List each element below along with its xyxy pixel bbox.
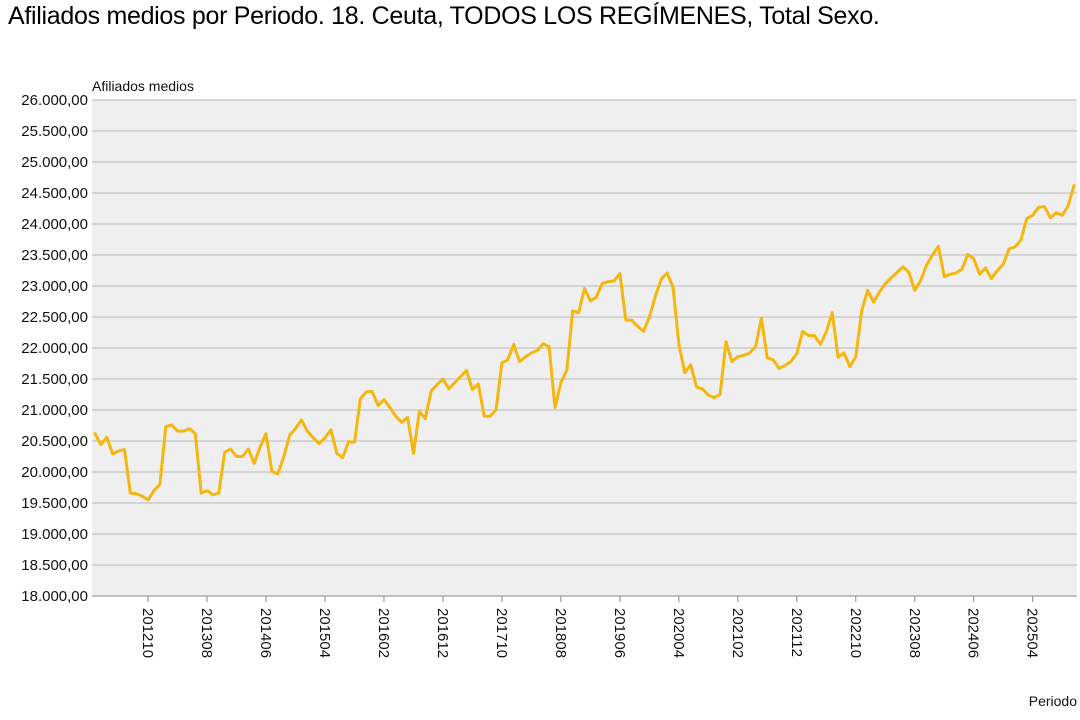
y-tick-label: 22.500,00 bbox=[21, 309, 88, 326]
x-axis-label: Periodo bbox=[1029, 693, 1077, 709]
y-tick-label: 24.000,00 bbox=[21, 216, 88, 233]
y-tick-label: 23.500,00 bbox=[21, 247, 88, 264]
y-tick-label: 21.500,00 bbox=[21, 371, 88, 388]
y-tick-label: 24.500,00 bbox=[21, 185, 88, 202]
y-tick-label: 22.000,00 bbox=[21, 340, 88, 357]
x-tick-label: 201710 bbox=[493, 608, 510, 658]
x-tick-label: 202210 bbox=[847, 608, 864, 658]
y-tick-label: 20.500,00 bbox=[21, 433, 88, 450]
y-tick-label: 26.000,00 bbox=[21, 92, 88, 109]
x-tick-label: 201602 bbox=[375, 608, 392, 658]
x-tick-label: 202102 bbox=[729, 608, 746, 658]
x-tick-label: 201210 bbox=[139, 608, 156, 658]
x-tick-label: 202406 bbox=[965, 608, 982, 658]
y-tick-label: 19.500,00 bbox=[21, 495, 88, 512]
x-tick-label: 202504 bbox=[1024, 608, 1041, 658]
x-axis-ticks: 201210 201308 201406 201504 201602 201612 2017… bbox=[139, 596, 1041, 658]
x-tick-label: 201906 bbox=[611, 608, 628, 658]
x-tick-label: 201308 bbox=[198, 608, 215, 658]
x-tick-label: 202004 bbox=[670, 608, 687, 658]
x-tick-label: 201808 bbox=[552, 608, 569, 658]
y-tick-label: 20.000,00 bbox=[21, 464, 88, 481]
x-tick-label: 202308 bbox=[906, 608, 923, 658]
x-tick-label: 201612 bbox=[434, 608, 451, 658]
y-tick-label: 19.000,00 bbox=[21, 526, 88, 543]
y-tick-label: 18.500,00 bbox=[21, 557, 88, 574]
chart-title: Afiliados medios por Periodo. 18. Ceuta,… bbox=[8, 2, 880, 30]
x-tick-label: 202112 bbox=[788, 608, 805, 657]
y-axis-ticks: 18.000,00 18.500,00 19.000,00 19.500,00 20.0… bbox=[21, 92, 88, 605]
y-tick-label: 25.000,00 bbox=[21, 154, 88, 171]
series-line bbox=[93, 184, 1076, 502]
gridlines bbox=[92, 99, 1077, 597]
y-tick-label: 23.000,00 bbox=[21, 278, 88, 295]
y-tick-label: 21.000,00 bbox=[21, 402, 88, 419]
x-tick-label: 201504 bbox=[316, 608, 333, 658]
y-axis-label: Afiliados medios bbox=[92, 78, 194, 94]
y-tick-label: 25.500,00 bbox=[21, 123, 88, 140]
x-tick-label: 201406 bbox=[257, 608, 274, 658]
y-tick-label: 18.000,00 bbox=[21, 588, 88, 605]
